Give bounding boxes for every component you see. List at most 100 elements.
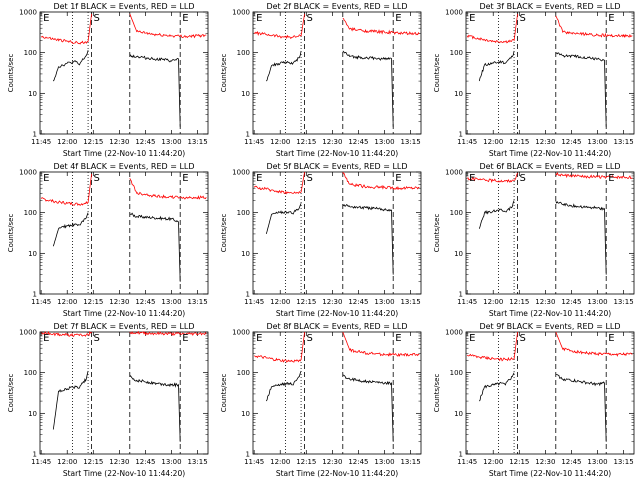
time-marker-label: S [520, 13, 526, 24]
y-tick-label: 1 [459, 131, 463, 139]
x-tick-label: 11:45 [31, 458, 51, 466]
x-tick-label: 12:45 [348, 298, 368, 306]
y-tick-label: 1 [459, 451, 463, 459]
plot-frame [39, 11, 209, 135]
y-tick-label: 10 [28, 250, 37, 258]
events-rate-line [555, 374, 607, 442]
y-tick-label: 1000 [445, 169, 463, 177]
time-marker-label: E [182, 173, 188, 184]
y-tick-label: 10 [241, 90, 250, 98]
time-marker-label: E [43, 173, 49, 184]
lld-rate-line [254, 331, 305, 363]
x-tick-label: 12:45 [348, 458, 368, 466]
x-tick-label: 13:00 [374, 458, 394, 466]
x-tick-label: 12:15 [509, 138, 529, 146]
time-marker-label: E [256, 13, 262, 24]
y-tick-label: 1 [33, 131, 37, 139]
events-rate-line [129, 54, 181, 127]
lld-rate-line [342, 17, 420, 36]
y-axis-label: Counts/sec [220, 54, 228, 93]
chart-title: Det 1f BLACK = Events, RED = LLD [53, 2, 194, 11]
x-tick-label: 12:15 [509, 298, 529, 306]
y-axis-label: Counts/sec [433, 374, 441, 413]
x-tick-label: 13:15 [187, 458, 207, 466]
lld-rate-line [41, 330, 92, 337]
time-marker-label: E [608, 173, 614, 184]
y-tick-label: 10 [28, 90, 37, 98]
time-marker-label: E [469, 13, 475, 24]
x-tick-label: 12:30 [535, 298, 555, 306]
events-rate-line [265, 203, 302, 235]
events-rate-line [52, 370, 89, 430]
x-tick-label: 12:45 [135, 298, 155, 306]
x-tick-label: 12:45 [561, 298, 581, 306]
x-axis-label: Start Time (22-Nov-10 11:44:20) [489, 149, 611, 158]
events-rate-line [342, 50, 394, 127]
y-tick-label: 100 [450, 209, 463, 217]
events-rate-line [342, 204, 394, 275]
time-marker-label: E [256, 333, 262, 344]
time-marker-label: E [469, 173, 475, 184]
time-marker-label: S [94, 173, 100, 184]
x-axis-label: Start Time (22-Nov-10 11:44:20) [276, 309, 398, 318]
plot-frame [39, 171, 209, 295]
y-tick-label: 1000 [19, 329, 37, 337]
lld-rate-line [253, 171, 305, 195]
plot-frame [465, 171, 635, 295]
y-tick-label: 1 [246, 291, 250, 299]
y-tick-label: 100 [450, 49, 463, 57]
y-tick-label: 1 [246, 131, 250, 139]
y-tick-label: 10 [454, 90, 463, 98]
events-rate-line [52, 50, 89, 82]
x-axis-label: Start Time (22-Nov-10 11:44:20) [489, 309, 611, 318]
x-tick-label: 12:15 [296, 298, 316, 306]
y-axis-label: Counts/sec [7, 374, 15, 413]
x-tick-label: 12:45 [561, 138, 581, 146]
y-tick-label: 1000 [445, 9, 463, 17]
y-tick-label: 100 [24, 209, 37, 217]
lld-rate-line [466, 172, 518, 184]
y-axis-label: Counts/sec [220, 214, 228, 253]
x-tick-label: 12:45 [135, 458, 155, 466]
lld-rate-line [342, 171, 420, 191]
x-tick-label: 12:30 [322, 458, 342, 466]
y-tick-label: 1000 [232, 169, 250, 177]
plot-frame [252, 171, 422, 295]
lld-rate-line [40, 173, 92, 207]
time-marker-label: E [43, 13, 49, 24]
lld-rate-line [342, 331, 420, 357]
x-tick-label: 12:00 [270, 138, 290, 146]
y-tick-label: 1 [246, 451, 250, 459]
x-tick-label: 11:45 [244, 458, 264, 466]
x-tick-label: 13:15 [613, 458, 633, 466]
x-tick-label: 13:15 [187, 138, 207, 146]
chart-title: Det 9f BLACK = Events, RED = LLD [479, 322, 620, 331]
x-axis-label: Start Time (22-Nov-10 11:44:20) [63, 149, 185, 158]
y-tick-label: 100 [237, 369, 250, 377]
x-axis-label: Start Time (22-Nov-10 11:44:20) [276, 469, 398, 478]
time-marker-label: E [395, 333, 401, 344]
y-tick-label: 1 [33, 451, 37, 459]
lld-rate-line [555, 172, 633, 180]
x-tick-label: 11:45 [244, 138, 264, 146]
y-tick-label: 100 [24, 49, 37, 57]
events-rate-line [478, 372, 515, 402]
chart-panel-2: Det 2f BLACK = Events, RED = LLD Counts/s… [220, 2, 422, 158]
y-tick-label: 1000 [19, 169, 37, 177]
x-tick-label: 12:00 [270, 458, 290, 466]
time-marker-label: S [307, 13, 313, 24]
x-tick-label: 12:00 [57, 298, 77, 306]
x-tick-label: 11:45 [31, 298, 51, 306]
x-tick-label: 12:15 [83, 138, 103, 146]
x-tick-label: 13:00 [587, 138, 607, 146]
x-tick-label: 12:45 [135, 138, 155, 146]
chart-panel-5: Det 5f BLACK = Events, RED = LLD Counts/s… [220, 162, 422, 318]
y-tick-label: 10 [454, 250, 463, 258]
x-tick-label: 13:00 [374, 138, 394, 146]
x-tick-label: 11:45 [31, 138, 51, 146]
chart-title: Det 2f BLACK = Events, RED = LLD [266, 2, 407, 11]
y-axis-label: Counts/sec [433, 214, 441, 253]
y-tick-label: 1 [459, 291, 463, 299]
x-tick-label: 13:15 [187, 298, 207, 306]
